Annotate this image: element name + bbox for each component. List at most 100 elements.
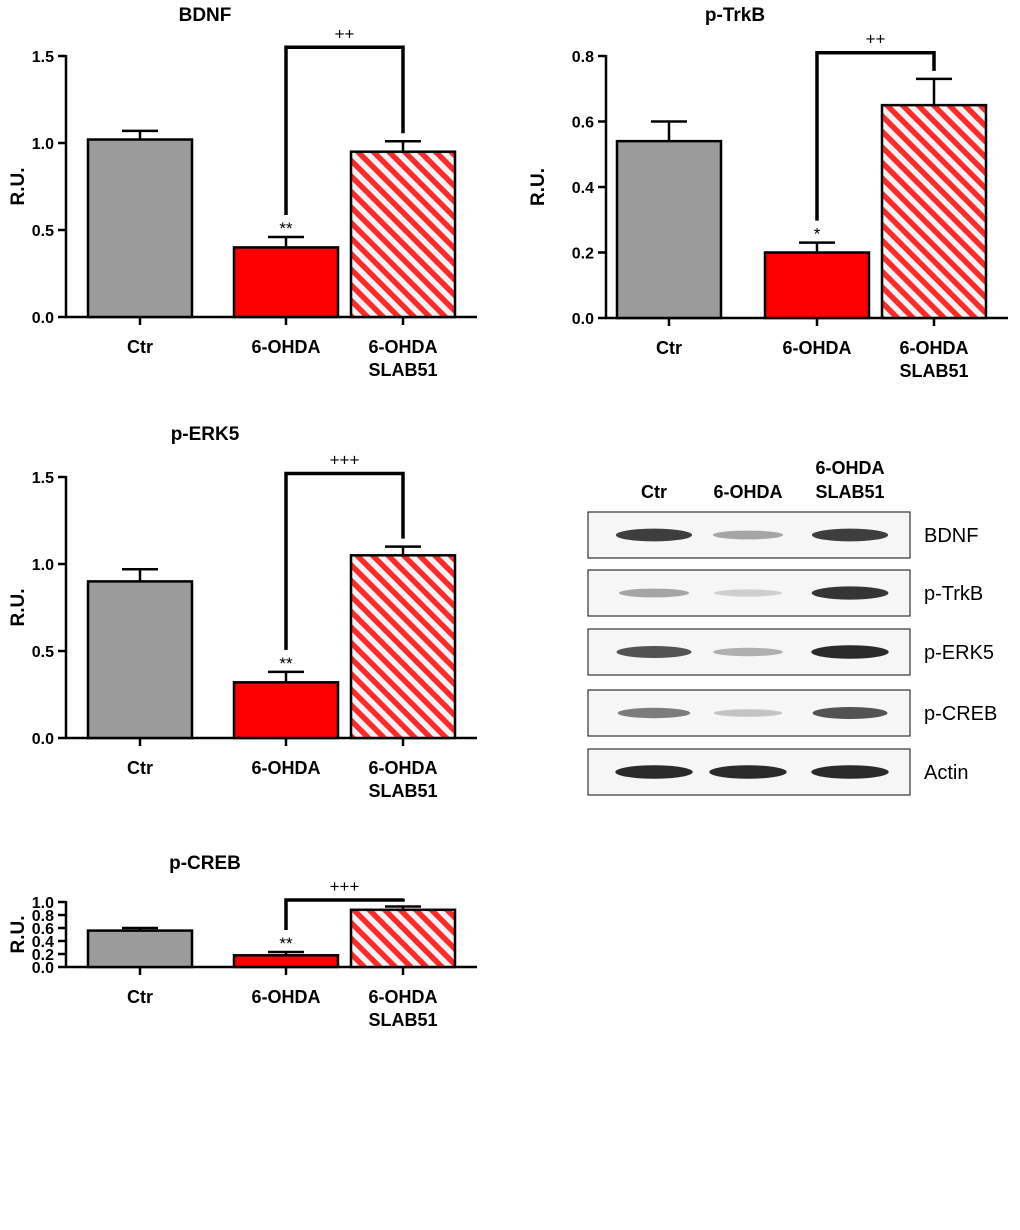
significance-stars: ** — [279, 934, 293, 953]
y-tick-label: 0.0 — [32, 960, 54, 977]
y-tick-label: 1.5 — [32, 470, 54, 487]
y-tick-label: 0.6 — [32, 921, 54, 938]
chart-title: p-CREB — [169, 853, 241, 874]
blot-row-p-creb: p-CREB — [587, 689, 997, 737]
bracket-label: ++ — [335, 24, 355, 43]
blot-band — [811, 586, 889, 600]
bar-0 — [86, 580, 194, 740]
y-tick-label: 0.0 — [32, 731, 54, 748]
chart-title: BDNF — [179, 5, 232, 26]
y-tick-label: 0.5 — [32, 644, 54, 661]
y-tick-label: 0.4 — [32, 934, 54, 951]
y-axis-label: R.U. — [528, 168, 549, 206]
blot-row-label: p-ERK5 — [924, 642, 994, 664]
y-tick-label: 0.2 — [32, 947, 54, 964]
y-tick-label: 1.0 — [32, 557, 54, 574]
bar-0 — [615, 139, 723, 320]
x-tick-label: 6-OHDA — [251, 337, 320, 357]
bracket-label: ++ — [866, 30, 886, 49]
x-tick-label: SLAB51 — [899, 361, 968, 381]
bar-2 — [880, 103, 988, 320]
blot-row-label: Actin — [924, 762, 968, 784]
blot-row-bdnf: BDNF — [587, 511, 978, 559]
blot-band — [616, 646, 692, 658]
significance-stars: ** — [279, 219, 293, 238]
blot-band — [811, 765, 889, 779]
y-tick-label: 0.8 — [32, 908, 54, 925]
blot-row-label: p-TrkB — [924, 583, 983, 605]
blot-band — [713, 647, 783, 657]
chart-ptrkb: p-TrkB R.U. 0.0 0.2 0.4 0.6 0.8 Ctr 6-OHDA * 6-OHD… — [528, 5, 1008, 381]
chart-pcreb: p-CREB R.U.0.00.20.40.60.81.0 Ctr 6-OHDA ** 6… — [8, 853, 477, 1030]
x-tick-label: 6-OHDA — [899, 338, 968, 358]
significance-bracket — [284, 45, 405, 215]
significance-stars: ** — [279, 654, 293, 673]
y-tick-label: 0.8 — [572, 49, 594, 66]
x-tick-label: SLAB51 — [368, 360, 437, 380]
y-axis-label: R.U. — [8, 916, 29, 954]
x-tick-label: Ctr — [127, 987, 153, 1007]
blot-band — [811, 645, 889, 659]
bar-1 — [232, 681, 340, 740]
bar-1 — [763, 251, 871, 320]
bar-1 — [232, 246, 340, 319]
x-tick-label: 6-OHDA — [368, 337, 437, 357]
western-blot-panel: Ctr 6-OHDA 6-OHDA SLAB51 BDNF p-TrkB p-ERK5 p-C… — [587, 458, 997, 796]
blot-band — [712, 530, 784, 540]
x-tick-label: 6-OHDA — [251, 987, 320, 1007]
x-tick-label: 6-OHDA — [368, 987, 437, 1007]
x-tick-label: Ctr — [127, 758, 153, 778]
blot-band — [811, 528, 889, 542]
bracket-label: +++ — [330, 451, 360, 470]
bar-2 — [349, 908, 457, 969]
blot-band — [709, 765, 787, 779]
x-tick-label: Ctr — [656, 338, 682, 358]
y-tick-label: 0.0 — [572, 311, 594, 328]
y-tick-label: 1.0 — [32, 136, 54, 153]
blot-column-label: 6-OHDA — [713, 482, 782, 502]
x-tick-label: SLAB51 — [368, 781, 437, 801]
chart-perk5: p-ERK5 R.U. 0.0 0.5 1.0 1.5 Ctr 6-OHDA ** 6-OHDA S… — [8, 424, 477, 801]
y-axis-label: R.U. — [8, 168, 29, 206]
chart-title: p-TrkB — [705, 5, 765, 26]
y-tick-label: 1.5 — [32, 49, 54, 66]
bar-2 — [349, 554, 457, 740]
y-tick-label: 0.4 — [572, 180, 594, 197]
blot-band — [812, 707, 888, 719]
blot-column-label: Ctr — [641, 482, 667, 502]
x-tick-label: 6-OHDA — [368, 758, 437, 778]
bar-0 — [86, 138, 194, 319]
y-axis-label: R.U. — [8, 589, 29, 627]
blot-row-p-erk5: p-ERK5 — [587, 628, 994, 676]
significance-stars: * — [814, 225, 821, 244]
blot-row-p-trkb: p-TrkB — [587, 569, 983, 617]
blot-band — [615, 528, 693, 542]
y-tick-label: 0.2 — [572, 246, 594, 263]
blot-row-actin: Actin — [587, 748, 968, 796]
bracket-label: +++ — [330, 877, 360, 896]
y-tick-label: 0.6 — [572, 115, 594, 132]
significance-bracket — [284, 471, 405, 650]
significance-bracket — [284, 898, 405, 931]
blot-column-label: 6-OHDA — [815, 458, 884, 478]
bar-2 — [349, 150, 457, 319]
x-tick-label: 6-OHDA — [251, 758, 320, 778]
chart-title: p-ERK5 — [171, 424, 240, 445]
blot-column-label: SLAB51 — [815, 482, 884, 502]
blot-band — [617, 707, 691, 719]
x-tick-label: SLAB51 — [368, 1010, 437, 1030]
blot-band — [713, 709, 783, 717]
blot-band — [615, 765, 693, 779]
y-tick-label: 0.5 — [32, 223, 54, 240]
blot-row-label: BDNF — [924, 525, 978, 547]
y-tick-label: 0.0 — [32, 310, 54, 327]
y-tick-label: 1.0 — [32, 895, 54, 912]
blot-band — [714, 589, 782, 597]
bar-1 — [232, 954, 340, 969]
significance-bracket — [815, 50, 936, 221]
chart-bdnf: BDNF R.U. 0.0 0.5 1.0 1.5 Ctr 6-OHDA ** 6-OHDA SLA… — [8, 5, 477, 380]
x-tick-label: 6-OHDA — [782, 338, 851, 358]
x-tick-label: Ctr — [127, 337, 153, 357]
bar-0 — [86, 929, 194, 969]
